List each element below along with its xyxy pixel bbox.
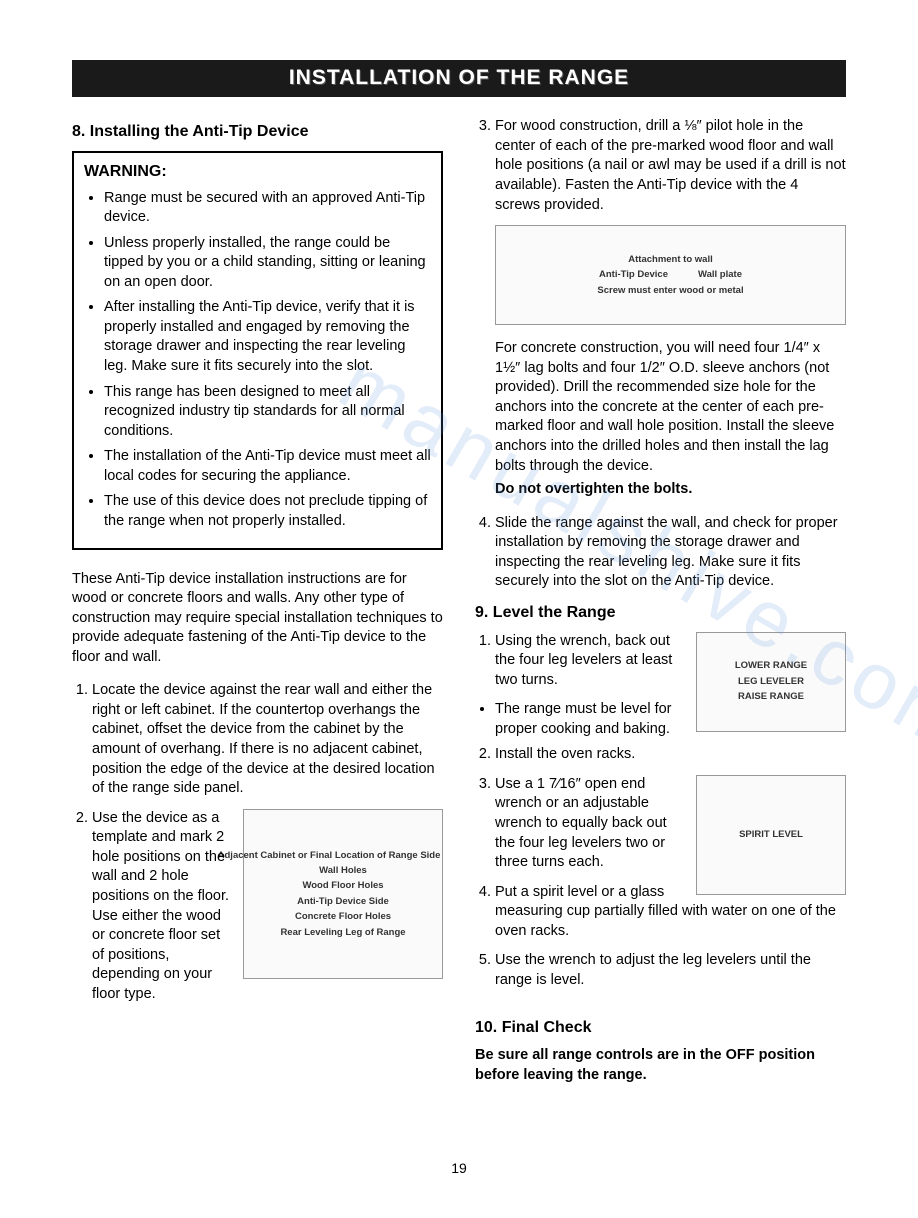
diagram-label: RAISE RANGE [738, 691, 804, 702]
warning-title: WARNING: [84, 161, 431, 183]
diagram-label: Concrete Floor Holes [295, 911, 391, 922]
diagram-label: Anti-Tip Device Side [297, 896, 389, 907]
diagram-label: Attachment to wall [628, 254, 712, 265]
warning-bullet: The installation of the Anti-Tip device … [104, 447, 431, 486]
level-steps-list-2: Install the oven racks. [475, 745, 846, 765]
list-item: Install the oven racks. [495, 745, 846, 765]
diagram-label: Wall Holes [319, 865, 367, 876]
wall-attachment-diagram: Attachment to wall Anti-Tip Device Wall … [495, 225, 846, 325]
diagram-label: Adjacent Cabinet or Final Location of Ra… [218, 850, 443, 861]
column-left: 8. Installing the Anti-Tip Device WARNIN… [72, 117, 443, 1099]
diagram-label: LOWER RANGE [735, 660, 807, 671]
list-item: For wood construction, drill a ⅛″ pilot … [495, 117, 846, 499]
level-range-block: LOWER RANGE LEG LEVELER RAISE RANGE Usin… [475, 632, 846, 1001]
anti-tip-template-diagram: Adjacent Cabinet or Final Location of Ra… [243, 809, 443, 979]
install-steps-left: Locate the device against the rear wall … [72, 681, 443, 1004]
warning-bullet: This range has been designed to meet all… [104, 383, 431, 442]
leg-leveler-diagram: LOWER RANGE LEG LEVELER RAISE RANGE [696, 632, 846, 732]
warning-bullet: After installing the Anti-Tip device, ve… [104, 298, 431, 376]
diagram-label: Screw must enter wood or metal [597, 285, 743, 296]
list-item: Adjacent Cabinet or Final Location of Ra… [92, 809, 443, 1005]
warning-bullet-list: Range must be secured with an approved A… [84, 189, 431, 532]
warning-bullet: Range must be secured with an approved A… [104, 189, 431, 228]
diagram-label: Wood Floor Holes [302, 880, 383, 891]
list-item: Slide the range against the wall, and ch… [495, 514, 846, 592]
step-3c-bold: Do not overtighten the bolts. [495, 480, 846, 500]
two-column-layout: 8. Installing the Anti-Tip Device WARNIN… [72, 117, 846, 1099]
spirit-level-diagram: SPIRIT LEVEL [696, 775, 846, 895]
section-banner: INSTALLATION OF THE RANGE [72, 60, 846, 97]
diagram-label: SPIRIT LEVEL [739, 829, 803, 840]
diagram-label: Wall plate [698, 269, 742, 280]
warning-box: WARNING: Range must be secured with an a… [72, 151, 443, 550]
warning-bullet: Unless properly installed, the range cou… [104, 234, 431, 293]
intro-paragraph: These Anti-Tip device installation instr… [72, 570, 443, 668]
page-number: 19 [72, 1159, 846, 1178]
step-3b-text: For concrete construction, you will need… [495, 339, 846, 476]
final-check-text: Be sure all range controls are in the OF… [475, 1046, 846, 1085]
diagram-label: Rear Leveling Leg of Range [280, 927, 405, 938]
list-item: Use the wrench to adjust the leg leveler… [495, 951, 846, 990]
heading-step-8: 8. Installing the Anti-Tip Device [72, 121, 443, 143]
heading-step-10: 10. Final Check [475, 1017, 846, 1039]
heading-step-9: 9. Level the Range [475, 602, 846, 624]
step-2-text: Use the device as a template and mark 2 … [92, 810, 229, 1002]
list-item: Locate the device against the rear wall … [92, 681, 443, 798]
warning-bullet: The use of this device does not preclude… [104, 492, 431, 531]
step-3a-text: For wood construction, drill a ⅛″ pilot … [495, 118, 846, 212]
column-right: For wood construction, drill a ⅛″ pilot … [475, 117, 846, 1099]
diagram-label: Anti-Tip Device [599, 269, 668, 280]
install-steps-right: For wood construction, drill a ⅛″ pilot … [475, 117, 846, 592]
diagram-label: LEG LEVELER [738, 676, 804, 687]
